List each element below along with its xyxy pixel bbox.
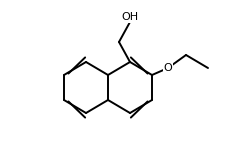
Text: O: O — [164, 63, 172, 73]
Text: OH: OH — [122, 12, 138, 22]
